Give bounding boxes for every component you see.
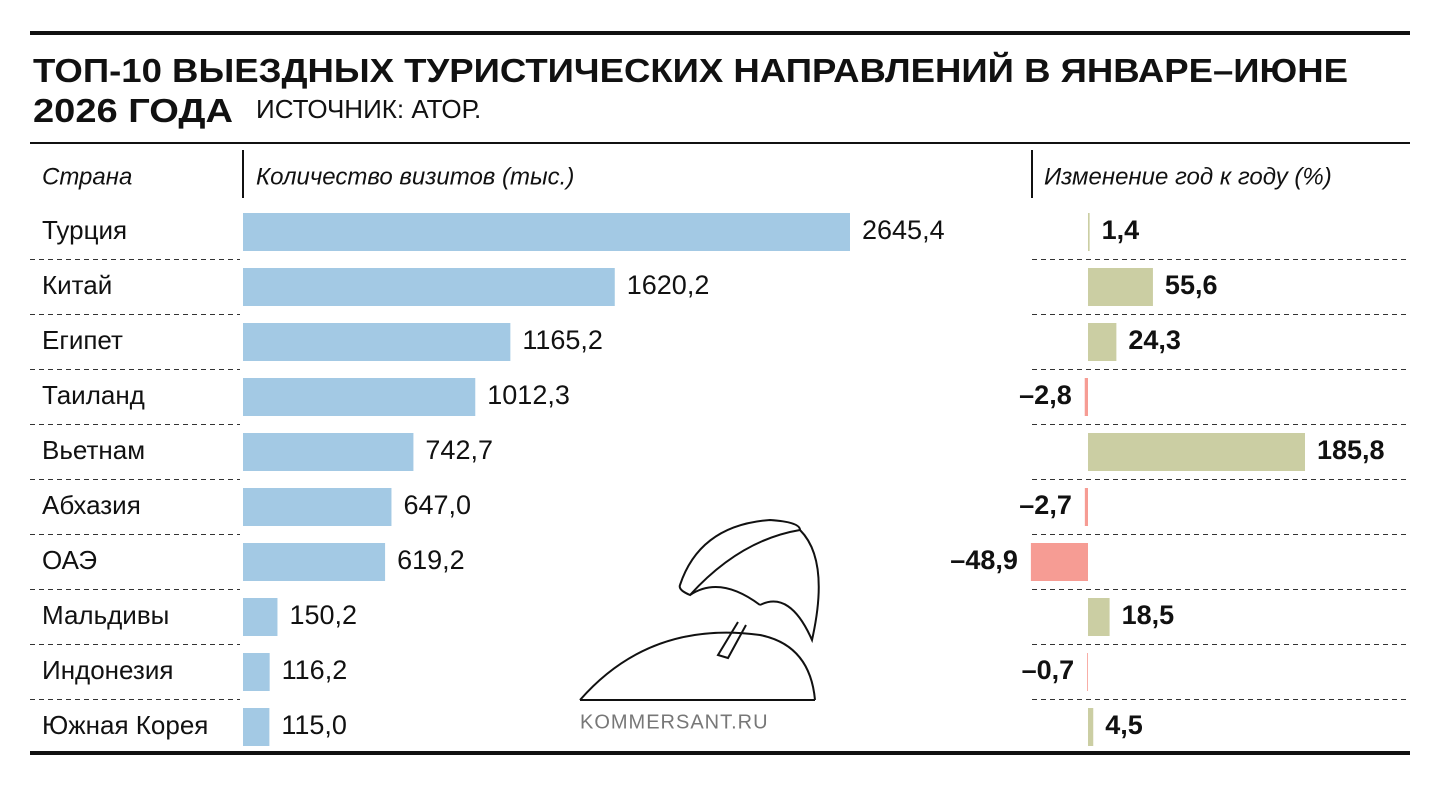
bar (243, 268, 615, 306)
source: ИСТОЧНИК: АТОР. (256, 94, 481, 124)
change-bar (1088, 268, 1153, 306)
change-bar (1088, 213, 1090, 251)
value-label: 2645,4 (862, 215, 945, 245)
value-label: 115,0 (281, 710, 347, 740)
value-label: 1165,2 (522, 325, 603, 355)
category-label: Абхазия (42, 490, 141, 520)
bar (243, 378, 476, 416)
bar (243, 653, 270, 691)
bar (243, 323, 511, 361)
chart-title: 2026 ГОДА (33, 92, 233, 129)
value-label: 647,0 (403, 490, 471, 520)
change-bar (1088, 598, 1110, 636)
change-label: 24,3 (1128, 325, 1181, 355)
category-label: Вьетнам (42, 435, 145, 465)
category-label: Египет (42, 325, 123, 355)
category-label: Индонезия (42, 655, 173, 685)
change-label: –0,7 (1022, 655, 1075, 685)
watermark: KOMMERSANT.RU (580, 711, 769, 733)
value-label: 116,2 (282, 655, 348, 685)
bar (243, 543, 386, 581)
change-label: 4,5 (1105, 710, 1143, 740)
change-bar (1088, 433, 1305, 471)
bar (243, 708, 270, 746)
category-label: Таиланд (42, 380, 145, 410)
category-label: Мальдивы (42, 600, 169, 630)
value-label: 619,2 (397, 545, 465, 575)
change-label: 55,6 (1165, 270, 1218, 300)
value-label: 150,2 (289, 600, 357, 630)
category-label: Южная Корея (42, 710, 208, 740)
change-label: –2,8 (1019, 380, 1072, 410)
category-label: Китай (42, 270, 112, 300)
change-bar (1088, 323, 1117, 361)
column-header: Изменение год к году (%) (1044, 163, 1332, 190)
bar (243, 598, 278, 636)
change-label: 185,8 (1317, 435, 1385, 465)
value-label: 1620,2 (627, 270, 710, 300)
column-header: Количество визитов (тыс.) (256, 163, 574, 190)
bar (243, 433, 414, 471)
change-bar (1030, 543, 1088, 581)
change-label: 18,5 (1122, 600, 1175, 630)
value-label: 1012,3 (487, 380, 570, 410)
bar (243, 488, 392, 526)
change-label: 1,4 (1102, 215, 1140, 245)
category-label: ОАЭ (42, 545, 97, 575)
change-bar (1087, 653, 1088, 691)
change-label: –2,7 (1019, 490, 1072, 520)
category-label: Турция (42, 215, 127, 245)
chart-title: ТОП-10 ВЫЕЗДНЫХ ТУРИСТИЧЕСКИХ НАПРАВЛЕНИ… (33, 51, 1348, 89)
value-label: 742,7 (425, 435, 493, 465)
change-bar (1088, 708, 1094, 746)
change-bar (1084, 488, 1088, 526)
change-bar (1084, 378, 1088, 416)
column-header: Страна (42, 163, 132, 190)
umbrella-icon (579, 518, 820, 701)
bar (243, 213, 850, 251)
change-label: –48,9 (950, 545, 1018, 575)
